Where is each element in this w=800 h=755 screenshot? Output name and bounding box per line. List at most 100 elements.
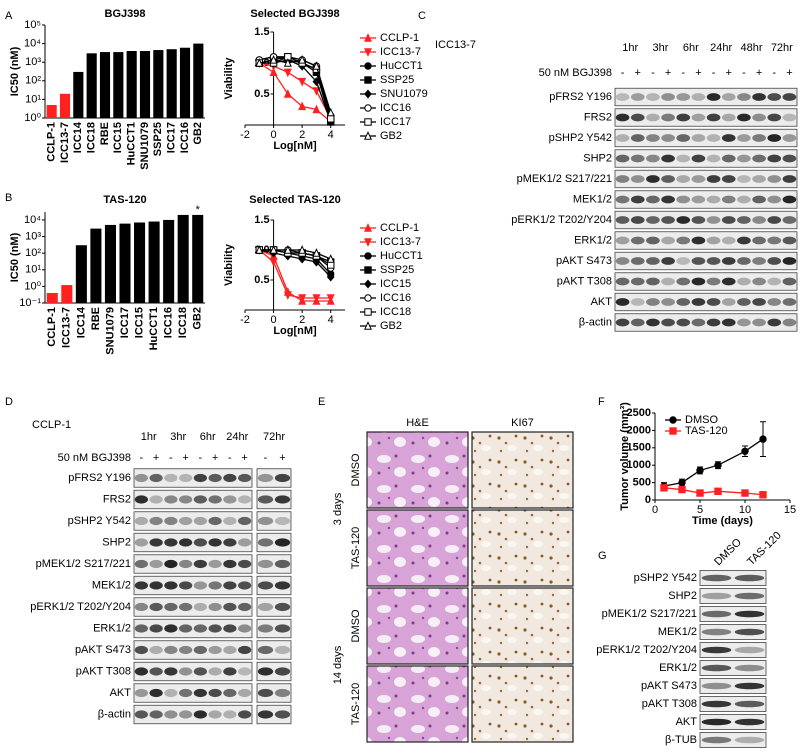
band [149, 495, 163, 504]
band [178, 667, 193, 676]
band [615, 134, 630, 142]
marker [741, 489, 749, 497]
legend-label: ICC17 [380, 116, 411, 128]
marker [255, 245, 264, 254]
legend-marker [364, 294, 372, 302]
band [178, 581, 193, 590]
y-tick-label: 10⁴ [24, 38, 41, 50]
panel-label: C [418, 10, 426, 22]
x-tick-label: SNU1079 [139, 122, 151, 170]
band [767, 298, 782, 306]
row-label: pMEK1/2 S217/221 [517, 173, 612, 185]
row-label: AKT [591, 296, 613, 308]
band [737, 318, 751, 327]
marker [714, 487, 722, 496]
blot-strip [133, 468, 253, 488]
band [767, 154, 782, 163]
legend-label: SSP25 [380, 74, 414, 86]
row-label: SHP2 [583, 152, 612, 164]
legend-label: SNU1079 [380, 88, 428, 100]
band [208, 688, 222, 698]
band [223, 538, 237, 547]
bar [46, 104, 57, 118]
timepoint: 48hr [740, 42, 762, 54]
treatment-sign: - [681, 67, 685, 79]
band [164, 538, 178, 547]
band [164, 710, 178, 719]
band [782, 318, 797, 327]
marker [696, 466, 704, 475]
group-label: 3 days [332, 492, 344, 525]
band [193, 710, 208, 719]
row-label: AKT [110, 687, 132, 699]
band [691, 93, 706, 101]
band [661, 154, 675, 163]
band [630, 216, 645, 224]
bar [104, 224, 116, 303]
band [193, 581, 208, 590]
row-label: ERK1/2 [93, 622, 131, 634]
band [237, 581, 252, 590]
band [164, 645, 178, 655]
band [149, 602, 163, 612]
band [274, 645, 291, 655]
band [752, 257, 766, 265]
blot-strip [256, 489, 292, 510]
band [706, 134, 721, 142]
band [782, 195, 797, 204]
blot-strip [133, 683, 253, 703]
band [721, 175, 736, 183]
band [164, 688, 178, 698]
group-label: 14 days [332, 645, 344, 684]
band [134, 667, 149, 676]
timepoint: 6hr [200, 431, 216, 443]
y-tick-label: 1.5 [254, 26, 269, 38]
band [661, 175, 675, 183]
band [178, 538, 193, 547]
blot-strip [133, 575, 253, 596]
band [691, 113, 706, 122]
band [237, 667, 252, 676]
annotation: * [196, 204, 201, 216]
band [193, 688, 208, 698]
timepoint: 24hr [226, 431, 248, 443]
band [701, 700, 732, 708]
row-label: pAKT T308 [557, 275, 612, 287]
blot-strip [256, 640, 292, 660]
x-tick-label: RBE [90, 307, 102, 330]
marker [312, 77, 321, 87]
band [721, 154, 736, 163]
band [164, 516, 178, 526]
treatment-sign: + [153, 452, 159, 464]
y-axis-title: IC50 (nM) [9, 46, 21, 96]
row-label: pMEK1/2 S217/221 [602, 608, 697, 620]
row-label: β-actin [98, 708, 131, 720]
bar [75, 245, 87, 303]
band [149, 624, 163, 633]
x-axis-title: Time (days) [692, 515, 753, 527]
legend-label: SSP25 [380, 264, 414, 276]
blot-strip [256, 704, 292, 725]
blot-strip [133, 511, 253, 531]
legend-marker [669, 416, 677, 424]
legend-marker [364, 252, 372, 260]
band [676, 154, 691, 163]
bar [73, 71, 84, 118]
treatment-sign: - [651, 67, 655, 79]
band [646, 318, 660, 327]
band [237, 495, 252, 504]
band [646, 216, 660, 224]
blot-strip [133, 661, 253, 682]
x-tick-label: 0 [271, 314, 277, 326]
band [208, 581, 222, 590]
band [274, 667, 291, 676]
legend-marker [364, 279, 372, 289]
band [706, 195, 721, 204]
band [721, 134, 736, 142]
bar [139, 51, 151, 119]
band [257, 538, 274, 547]
y-tick-label: 1000 [627, 459, 651, 471]
x-tick-label: 10 [739, 504, 751, 516]
band [661, 134, 675, 142]
blot-strip [699, 588, 767, 604]
